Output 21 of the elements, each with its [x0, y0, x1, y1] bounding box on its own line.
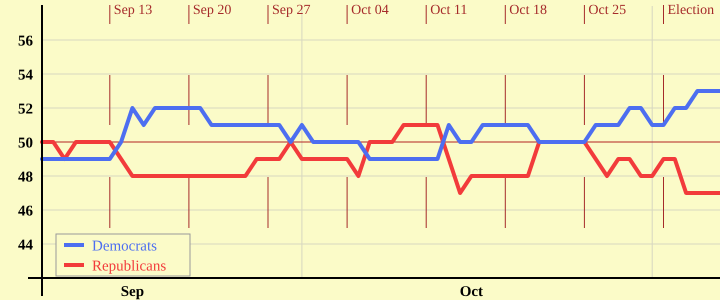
x-tick-label: Sep	[120, 284, 144, 300]
y-tick-label: 48	[18, 169, 33, 186]
y-tick-label: 46	[18, 203, 34, 220]
legend-label: Republicans	[92, 258, 166, 274]
ref-line-label: Sep 13	[114, 3, 152, 18]
legend-label: Democrats	[92, 238, 158, 254]
line-series	[40, 123, 720, 195]
ref-line-label: Sep 27	[272, 3, 310, 18]
y-tick-label: 52	[18, 101, 33, 118]
ref-line-label: Election	[668, 3, 714, 18]
ref-line-label: Sep 20	[192, 3, 232, 18]
x-tick-label: Oct	[460, 284, 484, 300]
y-tick-label: 44	[18, 237, 34, 254]
ref-line-label: Oct 25	[588, 3, 626, 18]
ref-line-label: Oct 04	[351, 3, 389, 18]
y-tick-label: 56	[18, 33, 34, 50]
line-series	[40, 89, 720, 161]
ref-line-label: Oct 18	[509, 3, 548, 18]
ref-line-label: Oct 11	[430, 3, 468, 18]
y-tick-label: 54	[18, 67, 34, 84]
y-tick-label: 50	[18, 135, 33, 152]
